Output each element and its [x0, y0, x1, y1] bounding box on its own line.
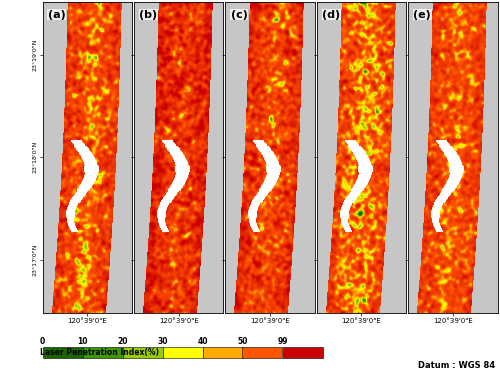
Bar — [282, 347, 323, 358]
Text: 20: 20 — [117, 337, 128, 346]
Text: (c): (c) — [230, 9, 248, 20]
Text: 99: 99 — [277, 337, 288, 346]
Text: 30: 30 — [157, 337, 168, 346]
Text: (e): (e) — [414, 9, 431, 20]
Bar — [82, 347, 122, 358]
Text: Datum : WGS 84: Datum : WGS 84 — [418, 361, 495, 370]
Text: 50: 50 — [238, 337, 248, 346]
Text: (d): (d) — [322, 9, 340, 20]
Bar — [42, 347, 82, 358]
Text: 0: 0 — [40, 337, 45, 346]
Bar — [162, 347, 202, 358]
Bar — [202, 347, 242, 358]
Text: (b): (b) — [140, 9, 158, 20]
Text: Laser Penetration Index(%): Laser Penetration Index(%) — [40, 348, 159, 357]
Bar — [242, 347, 282, 358]
Text: (a): (a) — [48, 9, 66, 20]
Text: 40: 40 — [197, 337, 208, 346]
Bar — [122, 347, 162, 358]
Text: 10: 10 — [77, 337, 88, 346]
